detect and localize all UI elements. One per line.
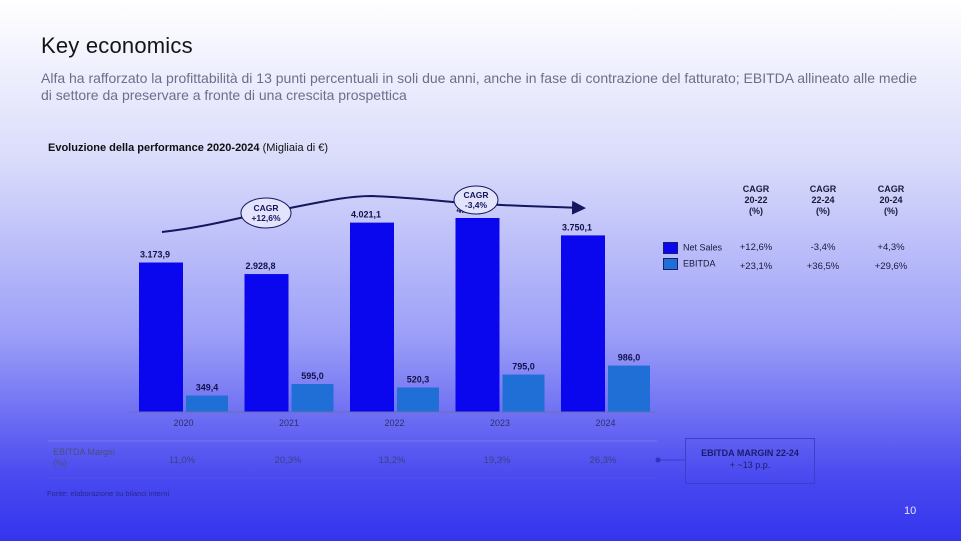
- chart-title-bold: Evoluzione della performance 2020-2024: [48, 142, 260, 154]
- cagr-ebitda-20-24: +29,6%: [874, 261, 908, 272]
- ebitda-margin-callout: EBITDA MARGIN 22-24 + ~13 p.p.: [685, 438, 815, 484]
- ebitda-margin-2024: 26,3%: [589, 455, 617, 466]
- legend-net-sales: Net Sales: [663, 242, 722, 254]
- net-sales-bar: [244, 274, 289, 412]
- ebitda-margin-callout-value: + ~13 p.p.: [729, 460, 771, 470]
- cagr-header-line: (%): [749, 206, 763, 216]
- ebitda-margin-2023: 19,3%: [483, 455, 511, 466]
- cagr-net-sales-20-24: +4,3%: [877, 242, 905, 253]
- cagr-header-line: (%): [816, 206, 830, 216]
- page-subtitle: Alfa ha rafforzato la profittabilità di …: [41, 70, 918, 103]
- page-title: Key economics: [41, 33, 193, 58]
- cagr-header-20-22: CAGR 20-22 (%): [731, 184, 781, 217]
- ebitda-data-label: 595,0: [301, 371, 324, 381]
- cagr-header-line: 22-24: [811, 195, 835, 205]
- x-tick-label: 2024: [595, 418, 615, 428]
- net-sales-bar: [350, 222, 394, 412]
- net-sales-data-label: 2.928,8: [246, 261, 276, 271]
- x-tick-label: 2020: [173, 418, 193, 428]
- source-note: Fonte: elaborazione su bilanci interni: [47, 489, 170, 498]
- cagr-header-line: (%): [884, 206, 898, 216]
- ebitda-margin-2020: 11,0%: [168, 455, 196, 466]
- chart-title: Evoluzione della performance 2020-2024 (…: [48, 142, 328, 154]
- cagr-header-22-24: CAGR 22-24 (%): [798, 184, 848, 217]
- ebitda-bar: [397, 387, 439, 412]
- legend-swatch-ebitda: [663, 258, 678, 270]
- page-number: 10: [904, 505, 917, 517]
- cagr-header-line: CAGR: [742, 184, 770, 194]
- legend-label-ebitda: EBITDA: [683, 258, 716, 269]
- net-sales-data-label: 4.021,1: [351, 210, 381, 220]
- legend-swatch-net-sales: [663, 242, 678, 254]
- cagr-callout-title: CAGR: [463, 190, 488, 200]
- cagr-ebitda-20-22: +23,1%: [739, 261, 773, 272]
- net-sales-bar: [455, 218, 500, 412]
- legend-ebitda: EBITDA: [663, 258, 716, 270]
- ebitda-margin-label-line: EBITDA Margin: [53, 447, 116, 457]
- ebitda-bar: [186, 395, 228, 412]
- cagr-header-line: CAGR: [877, 184, 905, 194]
- chart-title-unit: (Migliaia di €): [259, 142, 329, 154]
- trend-layer: CAGR+12,6%CAGR-3,4%: [161, 185, 586, 233]
- cagr-callout-value: +12,6%: [251, 213, 281, 223]
- cagr-header-line: 20-22: [744, 195, 768, 205]
- ebitda-data-label: 349,4: [196, 383, 219, 393]
- net-sales-bar: [561, 235, 605, 412]
- ebitda-margin-2021: 20,3%: [274, 455, 302, 466]
- ebitda-margin-label-unit: (%): [53, 458, 67, 468]
- ebitda-data-label: 986,0: [618, 353, 641, 363]
- cagr-net-sales-20-22: +12,6%: [739, 242, 773, 253]
- cagr-net-sales-22-24: -3,4%: [810, 242, 836, 253]
- cagr-header-line: CAGR: [809, 184, 837, 194]
- bars-layer: 3.173,9 349,4 2020 2.928,8 595,0 2021 4.021,1 5…: [48, 205, 685, 479]
- cagr-callout-title: CAGR: [253, 203, 278, 213]
- ebitda-bar: [291, 383, 334, 412]
- cagr-callout-bubble: [453, 185, 499, 215]
- x-tick-label: 2021: [279, 418, 299, 428]
- legend-label-net-sales: Net Sales: [683, 242, 723, 253]
- x-tick-label: 2022: [384, 418, 404, 428]
- net-sales-data-label: 3.173,9: [140, 250, 170, 260]
- ebitda-data-label: 520,3: [407, 374, 430, 384]
- net-sales-bar: [139, 262, 183, 412]
- cagr-callout-bubble: [240, 197, 292, 229]
- cagr-callout-value: -3,4%: [465, 200, 488, 210]
- ebitda-margin-label: EBITDA Margin (%): [53, 447, 115, 469]
- ebitda-margin-2022: 13,2%: [378, 455, 406, 466]
- x-tick-label: 2023: [490, 418, 510, 428]
- ebitda-bar: [608, 365, 650, 412]
- cagr-ebitda-22-24: +36,5%: [806, 261, 840, 272]
- ebitda-margin-callout-title: EBITDA MARGIN 22-24: [701, 448, 799, 458]
- ebitda-bar: [502, 374, 545, 412]
- ebitda-data-label: 795,0: [512, 362, 535, 372]
- cagr-header-20-24: CAGR 20-24 (%): [866, 184, 916, 217]
- cagr-header-line: 20-24: [879, 195, 903, 205]
- net-sales-data-label: 3.750,1: [562, 222, 592, 232]
